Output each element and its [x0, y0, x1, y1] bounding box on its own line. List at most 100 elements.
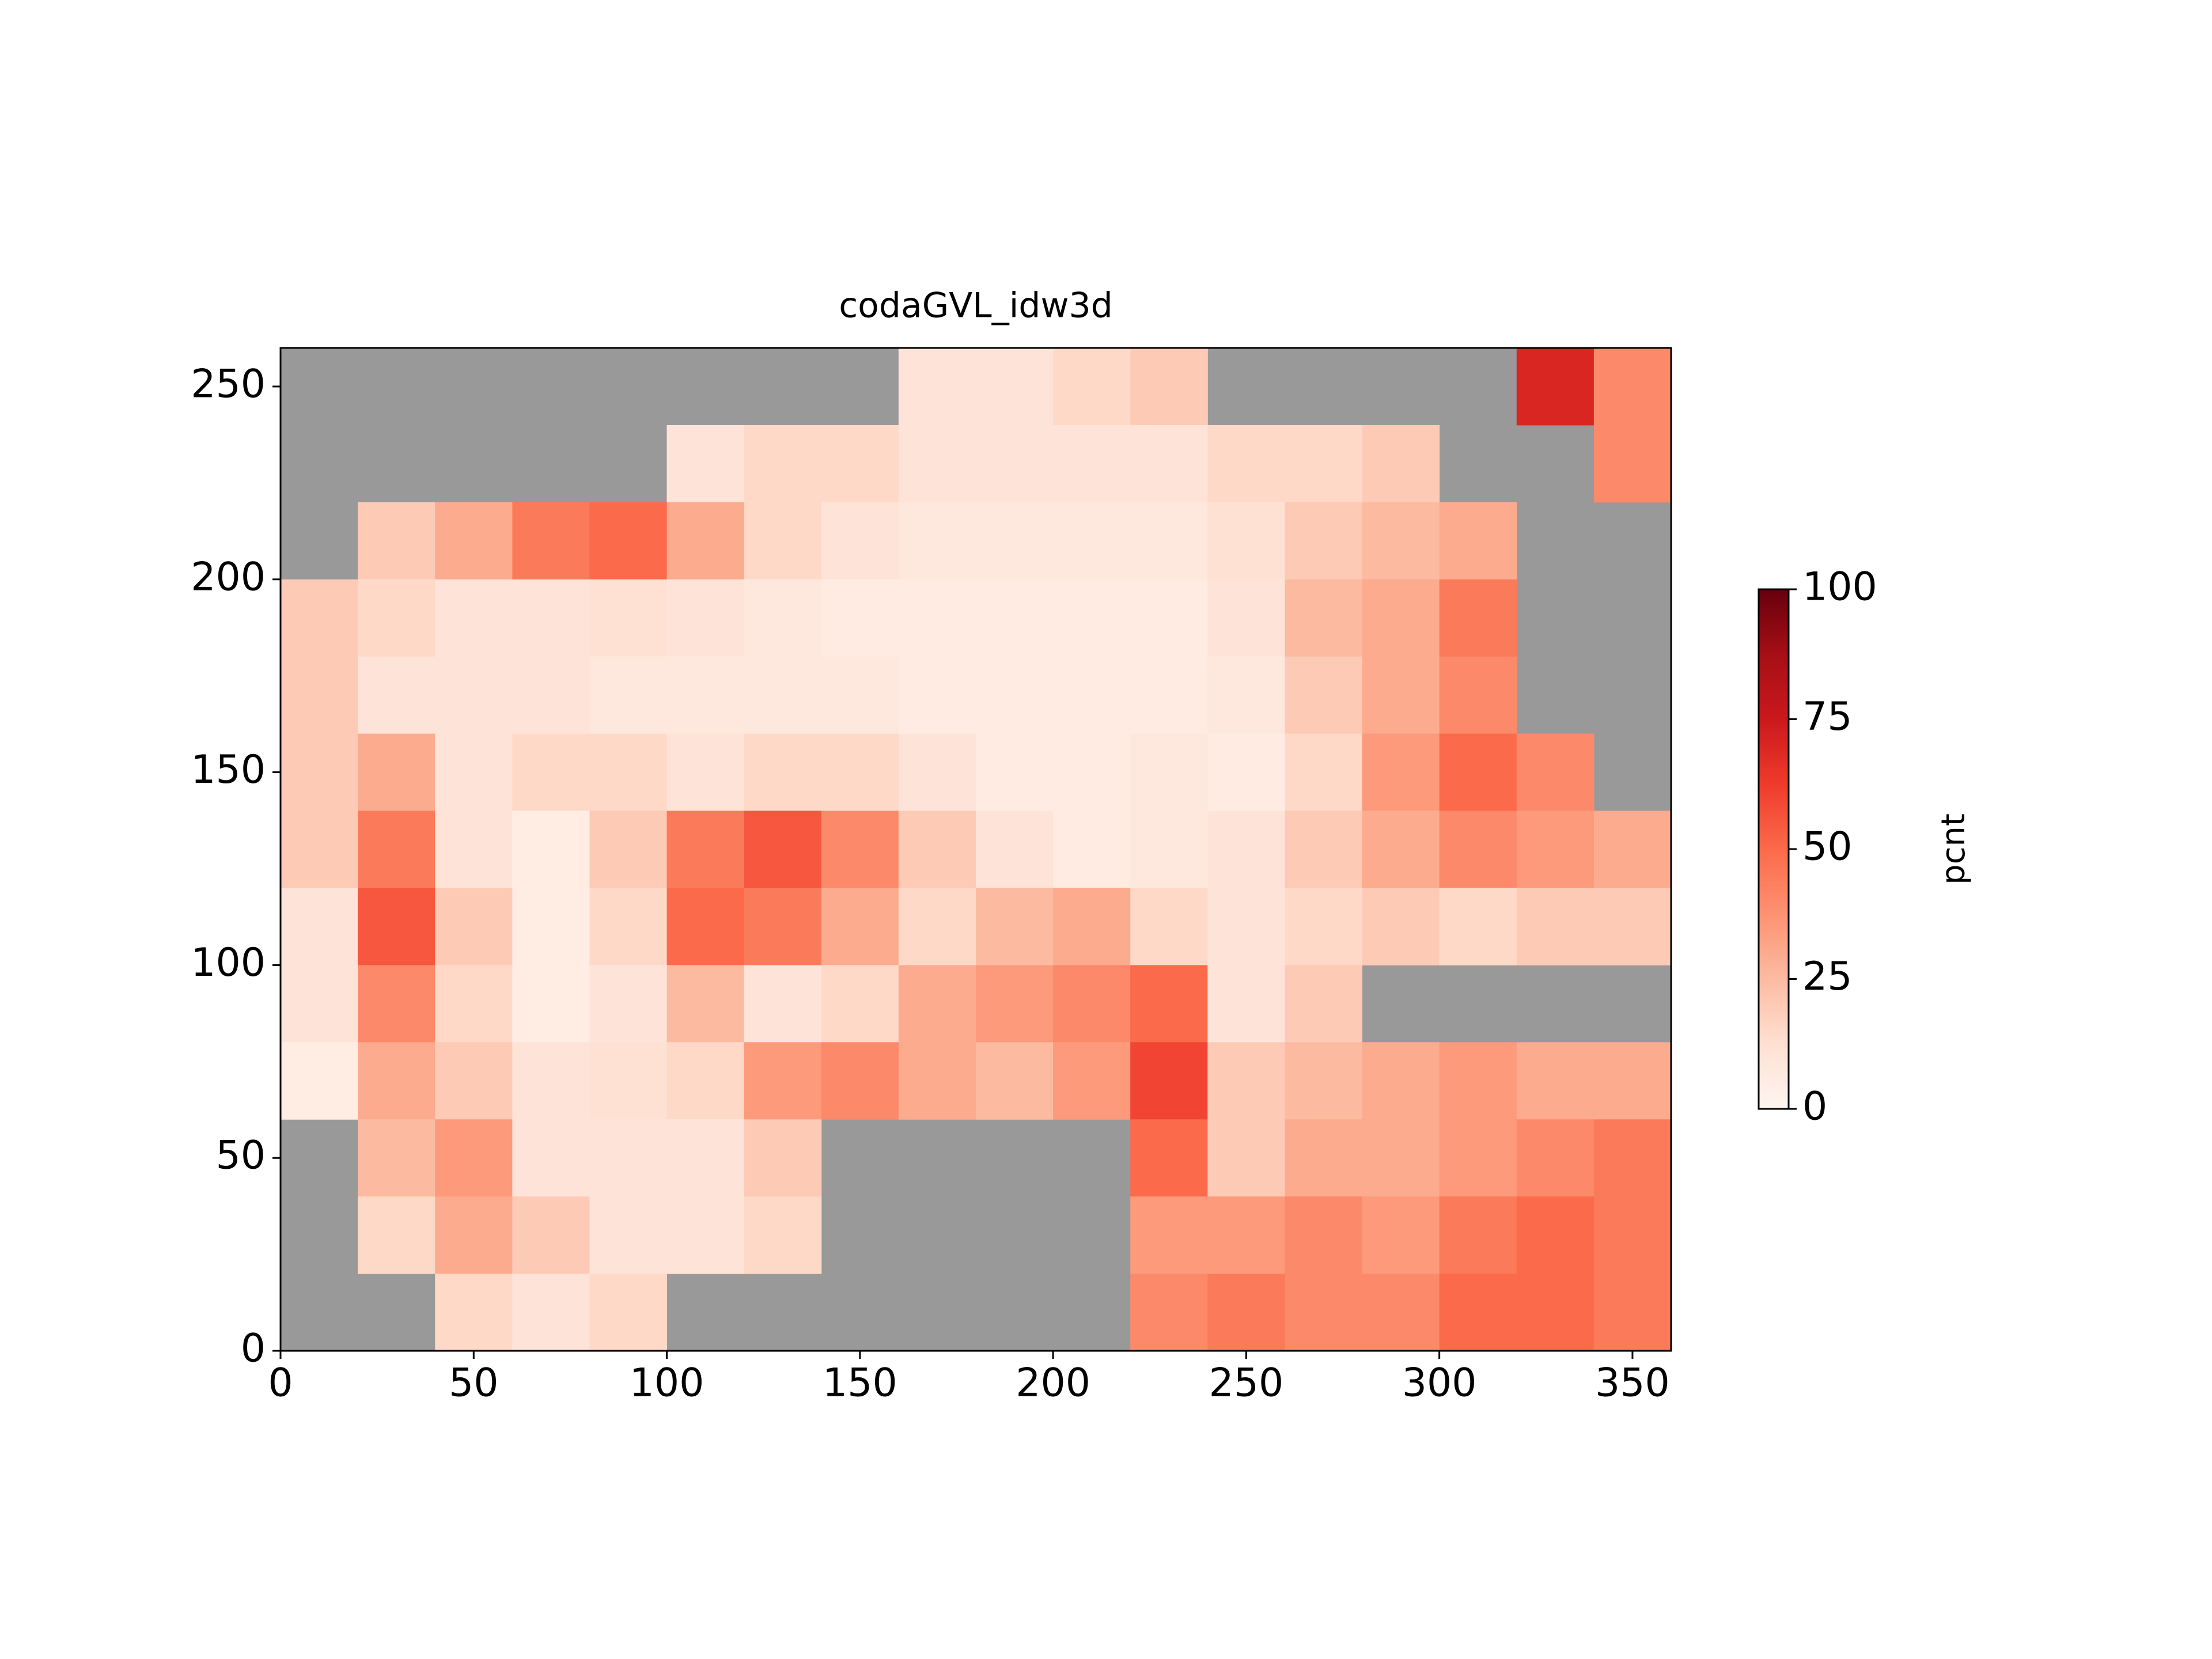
heatmap-cell [1207, 656, 1285, 734]
heatmap-cell [589, 810, 668, 888]
heatmap-cell [1593, 888, 1672, 965]
heatmap-cell [1053, 656, 1131, 734]
heatmap-cell [1362, 1119, 1440, 1197]
y-tick-label: 0 [241, 1326, 266, 1372]
x-tick-label: 250 [1209, 1361, 1283, 1406]
heatmap-cell [821, 810, 899, 888]
heatmap-cell [666, 1042, 745, 1120]
x-tick-label: 300 [1402, 1361, 1477, 1406]
heatmap-cell [1362, 733, 1440, 812]
heatmap-cell [744, 733, 822, 812]
heatmap-cell [1130, 656, 1208, 734]
heatmap-cell [435, 810, 513, 888]
heatmap-cell [512, 810, 590, 888]
heatmap-cell [1285, 502, 1363, 580]
heatmap-cell [1439, 810, 1517, 888]
heatmap-cell [821, 733, 899, 812]
heatmap-cell [1593, 425, 1672, 503]
heatmap-cell [1362, 1042, 1440, 1120]
y-tick-label: 150 [191, 747, 266, 793]
heatmap-cell [1285, 425, 1363, 503]
heatmap-cell [1439, 1119, 1517, 1197]
heatmap-cell [821, 425, 899, 503]
heatmap-cell [589, 888, 668, 965]
heatmap-cell [358, 888, 435, 965]
heatmap-cell [1516, 1119, 1594, 1197]
heatmap-cell [976, 656, 1054, 734]
plot-frame [279, 347, 1672, 1352]
heatmap-cell [1053, 1042, 1131, 1120]
heatmap-cell [1285, 1119, 1363, 1197]
heatmap-cell [1130, 810, 1208, 888]
heatmap-cell [1439, 1274, 1517, 1351]
heatmap-cell [1207, 888, 1285, 965]
heatmap-cell [744, 1042, 822, 1120]
heatmap-cell [666, 810, 745, 888]
y-tick-label: 100 [191, 940, 266, 986]
colorbar [1758, 588, 1790, 1110]
heatmap-cell [1439, 1042, 1517, 1120]
heatmap-cell [1516, 348, 1594, 426]
heatmap-cell [435, 965, 513, 1043]
heatmap-cell [666, 733, 745, 812]
colorbar-tick-label: 25 [1802, 954, 1853, 999]
heatmap-cell [435, 733, 513, 812]
heatmap-cell [435, 579, 513, 657]
heatmap-cell [744, 1119, 822, 1197]
x-tick-label: 50 [449, 1361, 499, 1406]
heatmap-cell [1362, 888, 1440, 965]
heatmap-cell [744, 656, 822, 734]
heatmap-cell [512, 502, 590, 580]
heatmap-cell [821, 965, 899, 1043]
heatmap-cell [1207, 579, 1285, 657]
heatmap-cell [358, 502, 435, 580]
heatmap-cell [976, 888, 1054, 965]
heatmap-cell [1053, 810, 1131, 888]
heatmap-cell [435, 1042, 513, 1120]
heatmap-cell [898, 810, 976, 888]
heatmap-cell [281, 810, 358, 888]
heatmap-cell [821, 888, 899, 965]
heatmap-cell [976, 733, 1054, 812]
heatmap-cell [1130, 1119, 1208, 1197]
heatmap-cell [666, 425, 745, 503]
heatmap-cell [744, 888, 822, 965]
heatmap-cell [1207, 1196, 1285, 1274]
heatmap-cell [1362, 810, 1440, 888]
heatmap-cell [589, 502, 668, 580]
heatmap-cell [1130, 579, 1208, 657]
heatmap-cell [744, 965, 822, 1043]
heatmap-cell [512, 579, 590, 657]
y-tick-label: 200 [191, 554, 266, 600]
heatmap-cell [898, 888, 976, 965]
heatmap-cell [358, 1042, 435, 1120]
chart-title: codaGVL_idw3d [839, 286, 1113, 326]
heatmap-cell [898, 1042, 976, 1120]
heatmap-cell [589, 965, 668, 1043]
heatmap-cell [744, 425, 822, 503]
heatmap-cell [1285, 656, 1363, 734]
heatmap-cell [1130, 888, 1208, 965]
heatmap-cell [589, 1119, 668, 1197]
heatmap-cell [358, 1196, 435, 1274]
heatmap-cell [976, 425, 1054, 503]
heatmap-cell [358, 733, 435, 812]
heatmap-cell [1053, 502, 1131, 580]
heatmap-cell [1285, 965, 1363, 1043]
heatmap-cell [435, 502, 513, 580]
heatmap-cell [358, 1119, 435, 1197]
heatmap-cell [976, 502, 1054, 580]
heatmap-cell [1285, 733, 1363, 812]
heatmap-cell [821, 502, 899, 580]
heatmap-cell [1207, 425, 1285, 503]
heatmap-cell [666, 965, 745, 1043]
heatmap-cell [1593, 1274, 1672, 1351]
colorbar-tick-label: 75 [1802, 694, 1853, 740]
heatmap-cell [589, 1274, 668, 1351]
heatmap-cell [1516, 1196, 1594, 1274]
heatmap-cell [1285, 1196, 1363, 1274]
heatmap-cell [1130, 1042, 1208, 1120]
heatmap-cell [666, 1119, 745, 1197]
heatmap-cell [1439, 579, 1517, 657]
